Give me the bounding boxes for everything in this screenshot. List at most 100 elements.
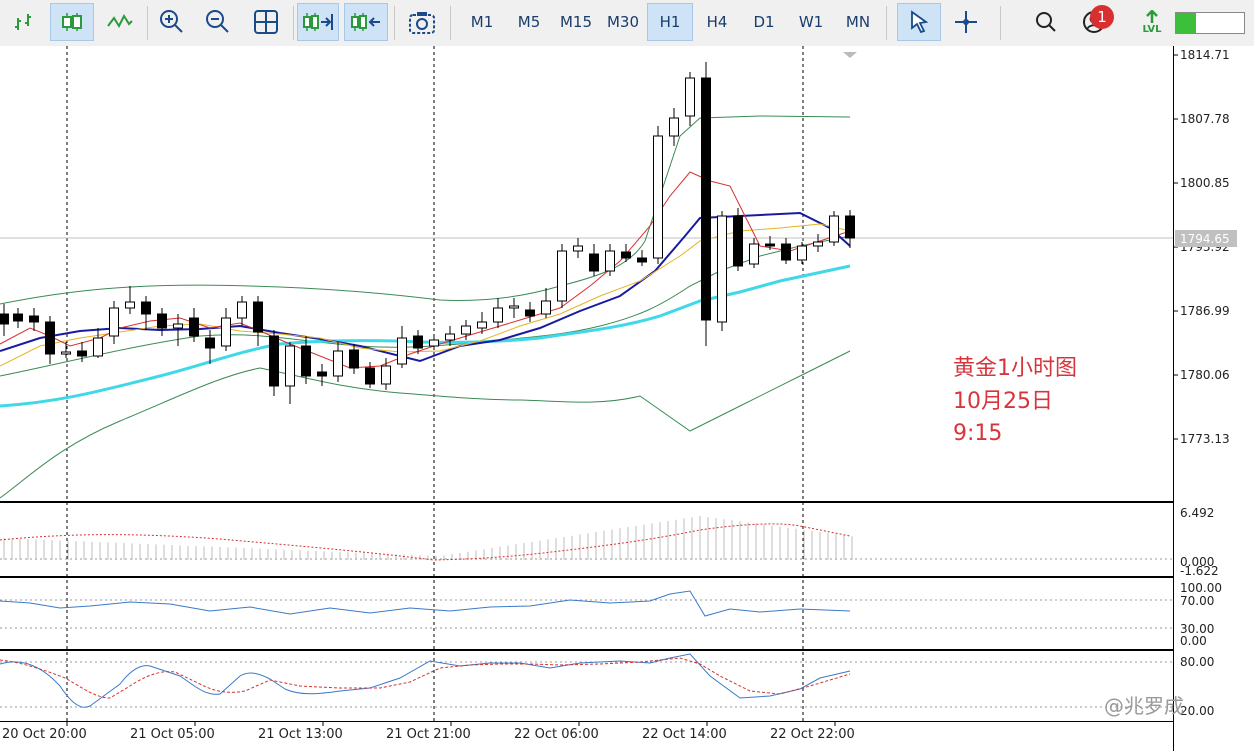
ind3-label: 80.00 bbox=[1180, 655, 1214, 669]
time-label: 20 Oct 20:00 bbox=[2, 727, 87, 742]
candlestick-icon[interactable] bbox=[50, 3, 94, 41]
price-label: 1800.85 bbox=[1180, 176, 1230, 190]
ma-cyan-line bbox=[0, 264, 851, 408]
bull-candle bbox=[829, 215, 839, 243]
bull-candle bbox=[653, 135, 663, 259]
bear-candle bbox=[141, 301, 151, 315]
price-label: 1786.99 bbox=[1180, 304, 1230, 318]
bear-candle bbox=[13, 313, 23, 322]
bear-candle bbox=[701, 77, 711, 321]
bull-candle bbox=[333, 350, 343, 377]
bear-candle bbox=[733, 215, 743, 267]
ind1-label: -1.622 bbox=[1180, 564, 1219, 578]
grid-icon[interactable] bbox=[246, 3, 286, 41]
timeframe-m30[interactable]: M30 bbox=[606, 13, 640, 31]
timeframe-mn[interactable]: MN bbox=[845, 13, 871, 31]
chart-shift-icon[interactable] bbox=[344, 3, 388, 41]
annotation-date: 10月25日 bbox=[953, 389, 1053, 414]
timeframe-m1[interactable]: M1 bbox=[470, 13, 494, 31]
chart-shift-marker[interactable] bbox=[843, 52, 857, 58]
bollinger-lower-band bbox=[0, 350, 851, 499]
bull-candle bbox=[541, 300, 551, 315]
time-label: 22 Oct 06:00 bbox=[514, 727, 599, 742]
bull-candle bbox=[109, 307, 119, 337]
timeframe-m15[interactable]: M15 bbox=[559, 13, 593, 31]
ind2-label: 100.00 bbox=[1180, 581, 1222, 595]
ind1-label: 0.000 bbox=[1180, 555, 1214, 569]
bull-candle bbox=[429, 339, 439, 347]
indicator1-signal-line bbox=[0, 523, 851, 561]
price-label: 1773.13 bbox=[1180, 432, 1230, 446]
toolbar-separator bbox=[147, 6, 148, 40]
time-label: 21 Oct 13:00 bbox=[258, 727, 343, 742]
timeframe-w1[interactable]: W1 bbox=[798, 13, 824, 31]
bull-candle bbox=[237, 301, 247, 319]
bull-candle bbox=[61, 351, 71, 355]
ind2-label: 70.00 bbox=[1180, 594, 1214, 608]
auto-scroll-icon[interactable] bbox=[297, 3, 339, 41]
bar-chart-icon[interactable] bbox=[6, 3, 46, 41]
timeframe-h4[interactable]: H4 bbox=[706, 13, 728, 31]
bull-candle bbox=[813, 241, 823, 247]
toolbar-separator bbox=[886, 6, 887, 40]
bear-candle bbox=[621, 251, 631, 259]
indicator3-signal-line bbox=[0, 657, 851, 699]
cursor-icon[interactable] bbox=[897, 3, 941, 41]
bollinger-upper-band bbox=[0, 115, 851, 305]
toolbar-separator bbox=[394, 6, 395, 40]
bull-candle bbox=[509, 305, 519, 309]
bull-candle bbox=[397, 337, 407, 365]
bull-candle bbox=[173, 323, 183, 329]
bear-candle bbox=[765, 243, 775, 247]
bull-candle bbox=[557, 250, 567, 302]
bear-candle bbox=[29, 315, 39, 323]
connection-indicator bbox=[1175, 12, 1245, 34]
price-chart[interactable]: 1814.71 1807.78 1800.85 1793.92 1786.99 … bbox=[0, 46, 1254, 751]
bear-candle bbox=[45, 321, 55, 355]
zoom-in-icon[interactable] bbox=[152, 3, 192, 41]
bull-candle bbox=[461, 325, 471, 335]
candles bbox=[0, 62, 855, 404]
search-icon[interactable] bbox=[1026, 3, 1066, 41]
bear-candle bbox=[189, 317, 199, 337]
indicator2-line bbox=[0, 590, 851, 617]
time-axis: 20 Oct 20:00 21 Oct 05:00 21 Oct 13:00 2… bbox=[2, 721, 855, 742]
ind1-label: 6.492 bbox=[1180, 506, 1214, 520]
timeframe-d1[interactable]: D1 bbox=[753, 13, 775, 31]
crosshair-icon[interactable] bbox=[946, 3, 986, 41]
bear-candle bbox=[525, 309, 535, 317]
zoom-out-icon[interactable] bbox=[198, 3, 238, 41]
timeframe-h1[interactable]: H1 bbox=[647, 3, 693, 41]
watermark: @兆罗成 bbox=[1104, 694, 1184, 718]
ind3-label: 20.00 bbox=[1180, 704, 1214, 718]
price-label: 1807.78 bbox=[1180, 112, 1230, 126]
pane-separators bbox=[0, 46, 1174, 751]
screenshot-icon[interactable] bbox=[402, 3, 442, 41]
indicator-axis: 6.492 0.000 -1.622 100.00 70.00 30.00 0.… bbox=[1180, 506, 1222, 718]
toolbar-separator bbox=[1000, 6, 1001, 40]
signal-level-icon[interactable]: LVL bbox=[1134, 3, 1170, 41]
bull-candle bbox=[717, 215, 727, 323]
bollinger-middle-band bbox=[0, 235, 851, 377]
notification-badge: 1 bbox=[1090, 5, 1114, 29]
ma-yellow-line bbox=[0, 223, 851, 367]
price-label: 1780.06 bbox=[1180, 368, 1230, 382]
toolbar: M1 M5 M15 M30 H1 H4 D1 W1 MN 1 LVL bbox=[0, 0, 1254, 47]
price-axis: 1814.71 1807.78 1800.85 1793.92 1786.99 … bbox=[1173, 48, 1230, 446]
bear-candle bbox=[0, 313, 9, 325]
time-label: 21 Oct 21:00 bbox=[386, 727, 471, 742]
timeframe-m5[interactable]: M5 bbox=[517, 13, 541, 31]
bull-candle bbox=[445, 333, 455, 341]
annotation-title: 黄金1小时图 bbox=[953, 356, 1077, 381]
ind2-label: 0.00 bbox=[1180, 634, 1207, 648]
vertical-grid bbox=[66, 46, 804, 721]
line-chart-icon[interactable] bbox=[98, 3, 142, 41]
annotation-time: 9:15 bbox=[953, 421, 1003, 446]
bear-candle bbox=[589, 253, 599, 272]
bull-candle bbox=[749, 243, 759, 265]
bear-candle bbox=[317, 371, 327, 377]
bear-candle bbox=[253, 301, 263, 333]
bull-candle bbox=[221, 317, 231, 347]
time-label: 21 Oct 05:00 bbox=[130, 727, 215, 742]
bear-candle bbox=[301, 345, 311, 377]
